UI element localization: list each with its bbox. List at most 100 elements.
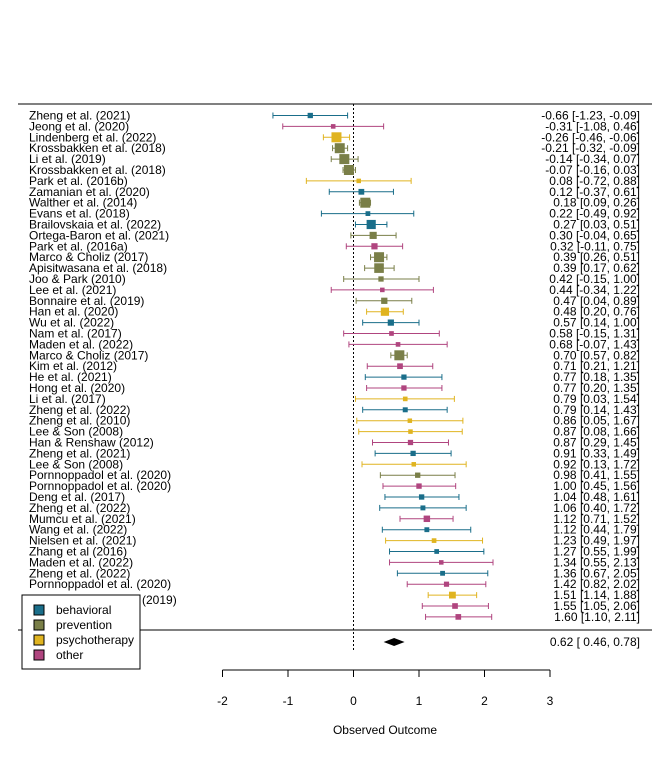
study-label: Park et al. (2016b) bbox=[29, 174, 128, 188]
study-estimate-text: 1.42 [0.82, 2.02] bbox=[553, 577, 640, 591]
study-estimate-text: -0.07 [-0.16, 0.03] bbox=[545, 163, 640, 177]
study-estimate-text: 0.27 [0.03, 0.51] bbox=[553, 218, 640, 232]
study-label: Walther et al. (2014) bbox=[29, 196, 137, 210]
study-point bbox=[394, 350, 405, 361]
study-estimate-text: 0.77 [0.18, 1.35] bbox=[553, 370, 640, 384]
study-estimate-text: 0.08 [-0.72, 0.88] bbox=[549, 174, 640, 188]
study-estimate-text: 0.87 [0.29, 1.45] bbox=[553, 436, 640, 450]
study-point bbox=[431, 538, 437, 543]
study-point bbox=[397, 363, 403, 370]
study-point bbox=[387, 319, 394, 326]
study-label: Krossbakken et al. (2018) bbox=[29, 163, 166, 177]
study-label: Mumcu et al. (2021) bbox=[29, 512, 136, 526]
study-label: Li et al. (2017) bbox=[29, 392, 106, 406]
study-label: Nielsen et al. (2021) bbox=[29, 534, 136, 548]
legend-label: other bbox=[56, 648, 83, 662]
study-estimate-text: 0.39 [0.26, 0.51] bbox=[553, 250, 640, 264]
x-tick-label: 0 bbox=[350, 694, 357, 708]
legend-swatch bbox=[33, 634, 45, 646]
study-label: Marco & Choliz (2017) bbox=[29, 250, 148, 264]
legend-label: psychotherapy bbox=[56, 633, 134, 647]
study-label: Zheng et al. (2022) bbox=[29, 403, 130, 417]
study-label: Zheng et al. (2021) bbox=[29, 109, 130, 123]
study-point bbox=[401, 385, 407, 391]
study-point bbox=[407, 439, 414, 446]
summary-diamond bbox=[383, 638, 405, 646]
study-point bbox=[424, 527, 430, 533]
study-label: Zheng et al. (2021) bbox=[29, 446, 130, 460]
study-point bbox=[423, 515, 431, 523]
study-label: Jeong et al. (2020) bbox=[29, 119, 129, 133]
study-point bbox=[343, 165, 354, 175]
study-label: Joo & Park (2010) bbox=[29, 272, 126, 286]
study-estimate-text: 1.55 [1.05, 2.06] bbox=[553, 599, 640, 613]
study-estimate-text: -0.26 [-0.46, -0.06] bbox=[541, 130, 640, 144]
study-estimate-text: 0.44 [-0.34, 1.22] bbox=[549, 283, 640, 297]
study-label: Han et al. (2020) bbox=[29, 305, 118, 319]
legend-swatch bbox=[33, 604, 45, 616]
study-label: Pornnoppadol et al. (2020) bbox=[29, 468, 171, 482]
study-point bbox=[452, 603, 458, 609]
study-estimate-text: 0.86 [0.05, 1.67] bbox=[553, 414, 640, 428]
study-point bbox=[402, 407, 408, 413]
study-label: Han & Renshaw (2012) bbox=[29, 436, 154, 450]
study-estimate-text: 0.57 [0.14, 1.00] bbox=[553, 316, 640, 330]
study-label: Zheng et al. (2022) bbox=[29, 501, 130, 515]
study-point bbox=[434, 549, 440, 554]
study-estimate-text: 1.04 [0.48, 1.61] bbox=[553, 490, 640, 504]
study-estimate-text: -0.14 [-0.34, 0.07] bbox=[545, 152, 640, 166]
study-label: Zamanian et al. (2020) bbox=[29, 185, 150, 199]
study-estimate-text: -0.21 [-0.32, -0.09] bbox=[541, 141, 640, 155]
study-estimate-text: 1.51 [1.14, 1.88] bbox=[553, 588, 640, 602]
study-estimate-text: 0.39 [0.17, 0.62] bbox=[553, 261, 640, 275]
study-point bbox=[407, 418, 413, 423]
study-estimate-text: 1.36 [0.67, 2.05] bbox=[553, 566, 640, 580]
study-estimate-text: 1.06 [0.40, 1.72] bbox=[553, 501, 640, 515]
study-estimate-text: 0.79 [0.03, 1.54] bbox=[553, 392, 640, 406]
legend-label: behavioral bbox=[56, 603, 111, 617]
study-point bbox=[420, 505, 426, 511]
x-tick-label: -1 bbox=[283, 694, 294, 708]
study-point bbox=[402, 396, 408, 402]
study-label: Pornnoppadol et al. (2020) bbox=[29, 577, 171, 591]
study-label: Brailovskaia et al. (2022) bbox=[29, 218, 161, 232]
study-point bbox=[389, 331, 394, 336]
study-label-partial: (2019) bbox=[142, 593, 177, 607]
study-point bbox=[307, 112, 313, 119]
study-label: Kim et al. (2012) bbox=[29, 359, 117, 373]
study-estimate-text: 0.12 [-0.37, 0.61] bbox=[549, 185, 640, 199]
x-tick-label: 2 bbox=[481, 694, 488, 708]
x-tick-label: 1 bbox=[416, 694, 423, 708]
study-label: Zheng et al. (2010) bbox=[29, 414, 130, 428]
study-estimate-text: 0.22 [-0.49, 0.92] bbox=[549, 207, 640, 221]
study-label: Lee & Son (2008) bbox=[29, 425, 123, 439]
study-label: Zhang et al (2016) bbox=[29, 545, 127, 559]
study-point bbox=[410, 450, 416, 457]
study-estimate-text: 0.47 [0.04, 0.89] bbox=[553, 294, 640, 308]
study-point bbox=[378, 276, 384, 282]
study-estimate-text: 1.23 [0.49, 1.97] bbox=[553, 534, 640, 548]
study-estimate-text: 0.79 [0.14, 1.43] bbox=[553, 403, 640, 417]
study-estimate-text: 0.32 [-0.11, 0.75] bbox=[550, 239, 640, 253]
study-estimate-text: -0.66 [-1.23, -0.09] bbox=[541, 109, 640, 123]
study-point bbox=[371, 243, 378, 250]
study-point bbox=[415, 472, 421, 478]
study-estimate-text: 1.12 [0.71, 1.52] bbox=[553, 512, 640, 526]
study-label: Apisitwasana et al. (2018) bbox=[29, 261, 167, 275]
study-label: Deng et al. (2017) bbox=[29, 490, 125, 504]
study-point bbox=[440, 570, 445, 576]
study-label: Maden et al. (2022) bbox=[29, 337, 133, 351]
study-estimate-text: 0.30 [-0.04, 0.65] bbox=[549, 228, 640, 242]
study-label: Ortega-Baron et al. (2021) bbox=[29, 228, 169, 242]
study-point bbox=[365, 211, 371, 216]
study-estimate-text: 0.42 [-0.15, 1.00] bbox=[549, 272, 640, 286]
study-point bbox=[330, 124, 336, 129]
study-estimate-text: 0.77 [0.20, 1.35] bbox=[553, 381, 640, 395]
study-estimate-text: 1.12 [0.44, 1.79] bbox=[553, 523, 640, 537]
study-estimate-text: 0.92 [0.13, 1.72] bbox=[553, 457, 640, 471]
study-label: Lee & Son (2008) bbox=[29, 457, 123, 471]
study-point bbox=[395, 342, 401, 347]
legend-swatch bbox=[33, 619, 45, 631]
study-estimate-text: 1.00 [0.45, 1.56] bbox=[553, 479, 640, 493]
